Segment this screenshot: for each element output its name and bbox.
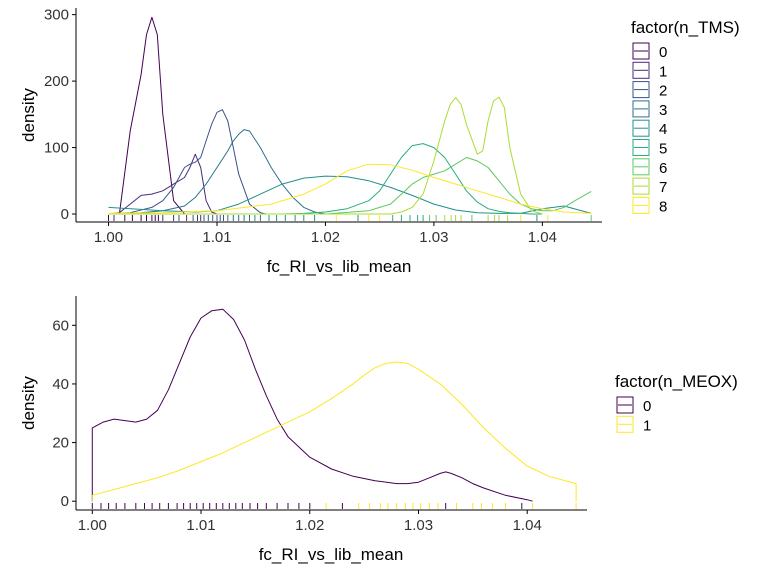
top-y-tick-label: 0: [61, 206, 69, 223]
top-legend-label: 4: [659, 121, 667, 138]
bottom-x-axis-ticks: 1.00 1.01 1.02 1.03 1.04: [78, 510, 542, 534]
top-legend-item: 4: [632, 119, 667, 138]
top-legend-items: 0 1 2 3 4 5 6 7 8: [632, 42, 667, 215]
top-legend-item: 7: [632, 177, 667, 196]
top-density-curves: [108, 16, 592, 215]
top-y-tick-label: 300: [44, 7, 69, 24]
top-legend-item: 3: [632, 100, 667, 119]
top-density-line-7: [108, 96, 543, 215]
top-legend-item: 8: [632, 196, 667, 215]
top-density-panel: 1.00 1.01 1.02 1.03 1.04 0 100 200 300 fc_RI_vs…: [19, 7, 602, 276]
bottom-y-tick-label: 20: [52, 435, 69, 452]
bottom-legend-items: 01: [616, 396, 651, 434]
bottom-x-tick-label: 1.04: [513, 517, 542, 534]
top-legend-label: 2: [659, 83, 667, 100]
top-density-line-1: [108, 153, 223, 215]
top-legend-label: 7: [659, 179, 667, 196]
top-legend-item: 1: [632, 61, 667, 80]
bottom-y-axis-title: density: [19, 376, 38, 430]
bottom-density-line-1: [91, 361, 577, 502]
bottom-rug-marks: [91, 503, 577, 509]
top-legend-item: 0: [632, 42, 667, 61]
bottom-x-tick-label: 1.01: [186, 517, 215, 534]
top-y-tick-label: 100: [44, 140, 69, 157]
top-legend-label: 8: [659, 198, 667, 215]
bottom-y-tick-label: 60: [52, 317, 69, 334]
bottom-density-panel: 1.00 1.01 1.02 1.03 1.04 0 20 40 60 fc_RI_vs_li…: [19, 296, 587, 564]
bottom-legend-title: factor(n_MEOX): [615, 372, 738, 391]
top-x-tick-label: 1.04: [528, 229, 557, 246]
top-density-line-6: [108, 157, 592, 215]
top-legend-item: 6: [632, 158, 667, 177]
bottom-legend-item: 0: [616, 396, 651, 415]
bottom-x-axis-title: fc_RI_vs_lib_mean: [259, 545, 404, 564]
top-y-tick-label: 200: [44, 73, 69, 90]
bottom-x-tick-label: 1.03: [404, 517, 433, 534]
top-legend-item: 2: [632, 81, 667, 100]
bottom-legend: factor(n_MEOX) 01: [615, 372, 738, 434]
top-legend: factor(n_TMS) 0 1 2 3 4 5 6 7 8: [631, 18, 740, 215]
top-x-axis-ticks: 1.00 1.01 1.02 1.03 1.04: [94, 222, 557, 246]
top-x-tick-label: 1.01: [202, 229, 231, 246]
top-density-line-8: [108, 163, 592, 214]
top-y-axis-title: density: [19, 88, 38, 142]
top-density-line-5: [108, 143, 543, 215]
bottom-legend-label: 1: [643, 417, 651, 434]
top-legend-label: 6: [659, 160, 667, 177]
top-legend-label: 0: [659, 44, 667, 61]
top-density-line-2: [108, 109, 266, 215]
top-rug-marks: [108, 215, 592, 221]
bottom-legend-item: 1: [616, 415, 651, 434]
bottom-y-tick-label: 40: [52, 376, 69, 393]
bottom-density-curves: [91, 308, 577, 502]
top-legend-label: 5: [659, 141, 667, 158]
bottom-density-line-0: [91, 308, 533, 502]
top-x-axis-title: fc_RI_vs_lib_mean: [267, 257, 412, 276]
top-legend-item: 5: [632, 139, 667, 158]
top-legend-title: factor(n_TMS): [631, 18, 740, 37]
bottom-x-tick-label: 1.02: [295, 517, 324, 534]
bottom-y-axis-ticks: 0 20 40 60: [52, 317, 76, 510]
bottom-legend-label: 0: [643, 398, 651, 415]
bottom-x-tick-label: 1.00: [78, 517, 107, 534]
top-y-axis-ticks: 0 100 200 300: [44, 7, 76, 223]
top-legend-label: 1: [659, 63, 667, 80]
top-x-tick-label: 1.03: [419, 229, 448, 246]
top-legend-label: 3: [659, 102, 667, 119]
top-x-tick-label: 1.02: [311, 229, 340, 246]
top-x-tick-label: 1.00: [94, 229, 123, 246]
bottom-y-tick-label: 0: [61, 493, 69, 510]
